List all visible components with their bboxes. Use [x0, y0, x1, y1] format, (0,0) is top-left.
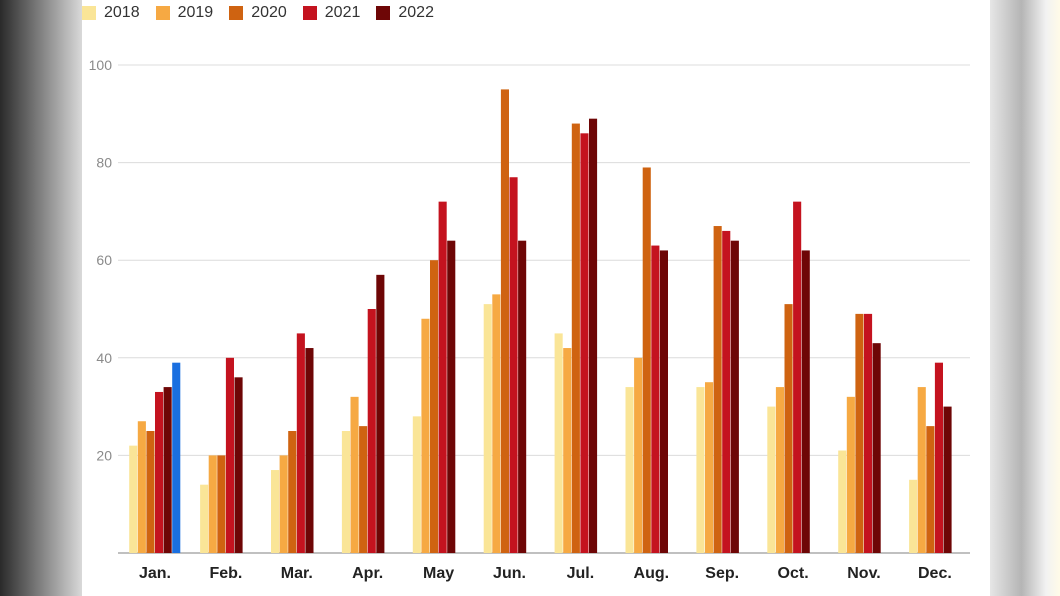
legend-swatch-2018: [82, 6, 96, 20]
bar-2021-8: [651, 245, 660, 553]
legend-item-2022: 2022: [376, 4, 434, 22]
x-tick-label: Feb.: [209, 565, 242, 582]
bar-2022-2: [234, 377, 243, 553]
bar-2018-2: [200, 484, 209, 553]
bar-2020-1: [146, 431, 155, 553]
x-tick-label: Apr.: [352, 565, 383, 582]
legend-label-2020: 2020: [251, 4, 287, 21]
bar-2018-12: [909, 479, 918, 553]
legend-label-2019: 2019: [177, 4, 214, 21]
bar-2021-3: [296, 333, 305, 553]
bar-2022-9: [730, 240, 739, 553]
bar-2021-12: [934, 362, 943, 553]
x-tick-label: Oct.: [778, 565, 809, 582]
bar-2021-10: [793, 201, 802, 553]
bar-2021-2: [225, 357, 234, 553]
bar-highlight-1: [172, 362, 181, 553]
bar-2019-8: [634, 357, 643, 553]
bar-2022-7: [589, 118, 598, 554]
x-tick-label: May: [423, 565, 454, 582]
bar-2020-11: [855, 313, 864, 553]
x-tick-label: Jul.: [567, 565, 595, 582]
bar-2020-7: [571, 123, 580, 553]
bar-2020-10: [784, 304, 793, 553]
bar-2019-7: [563, 348, 572, 553]
bar-2019-6: [492, 294, 501, 553]
bar-2022-6: [518, 240, 527, 553]
y-tick-label: 20: [96, 447, 112, 463]
bar-2020-5: [430, 260, 439, 553]
bar-2018-11: [838, 450, 847, 553]
y-tick-label: 40: [96, 350, 112, 366]
bar-2019-2: [208, 455, 217, 553]
bar-2019-5: [421, 318, 430, 553]
bar-2022-10: [801, 250, 810, 553]
legend-label-2018: 2018: [104, 4, 140, 21]
bar-2022-12: [943, 406, 952, 553]
bar-2020-2: [217, 455, 226, 553]
legend-swatch-2019: [155, 6, 170, 20]
chart-legend: 2018 2019 2020 2021 2022: [82, 0, 450, 26]
bar-2022-5: [447, 240, 456, 553]
bar-2021-1: [155, 391, 164, 553]
bar-2021-5: [438, 201, 447, 553]
bar-2019-12: [917, 387, 926, 553]
legend-label-2022: 2022: [398, 4, 434, 21]
bar-2020-6: [500, 89, 509, 554]
legend-swatch-2020: [229, 6, 244, 20]
bar-2018-1: [129, 445, 138, 553]
bar-2020-8: [642, 167, 651, 554]
y-tick-label: 100: [89, 57, 113, 73]
bar-2018-4: [341, 431, 350, 553]
bar-2022-4: [376, 274, 385, 553]
bar-2018-8: [625, 387, 634, 553]
bar-2018-3: [271, 470, 280, 553]
bar-2019-4: [350, 396, 359, 553]
x-tick-label: Jan.: [139, 565, 171, 582]
bar-2018-6: [483, 304, 492, 553]
bar-2020-3: [288, 431, 297, 553]
legend-item-2019: 2019: [155, 4, 214, 22]
bar-2022-11: [872, 343, 881, 553]
bar-2020-9: [713, 226, 722, 554]
bar-2019-10: [775, 387, 784, 553]
bar-2020-12: [926, 426, 935, 553]
x-tick-label: Jun.: [493, 565, 526, 582]
bar-2022-3: [305, 348, 314, 553]
x-tick-label: Aug.: [634, 565, 670, 582]
bar-2018-7: [554, 333, 563, 553]
bar-2020-4: [359, 426, 368, 553]
left-video-border: [0, 0, 82, 596]
bar-2021-11: [864, 313, 873, 553]
legend-swatch-2022: [376, 6, 391, 20]
x-tick-label: Dec.: [918, 565, 952, 582]
bar-2018-10: [767, 406, 776, 553]
bar-2018-5: [412, 416, 421, 553]
legend-item-2021: 2021: [302, 4, 361, 22]
bar-2018-9: [696, 387, 705, 553]
y-tick-label: 80: [96, 155, 112, 171]
bar-2022-8: [659, 250, 668, 553]
bar-2021-4: [367, 309, 376, 553]
x-tick-label: Nov.: [847, 565, 880, 582]
legend-item-2018: 2018: [82, 4, 140, 22]
right-video-border: [990, 0, 1060, 596]
y-tick-label: 60: [96, 252, 112, 268]
x-tick-label: Mar.: [281, 565, 313, 582]
bar-2019-1: [137, 421, 146, 553]
bar-2021-7: [580, 133, 589, 553]
legend-item-2020: 2020: [229, 4, 287, 22]
bar-2022-1: [163, 387, 172, 553]
bar-2019-11: [846, 396, 855, 553]
legend-swatch-2021: [302, 6, 317, 20]
bar-2019-9: [705, 382, 714, 553]
x-tick-label: Sep.: [705, 565, 739, 582]
bar-2019-3: [279, 455, 288, 553]
bar-2021-6: [509, 177, 518, 554]
bar-2021-9: [722, 230, 731, 554]
legend-label-2021: 2021: [324, 4, 361, 21]
